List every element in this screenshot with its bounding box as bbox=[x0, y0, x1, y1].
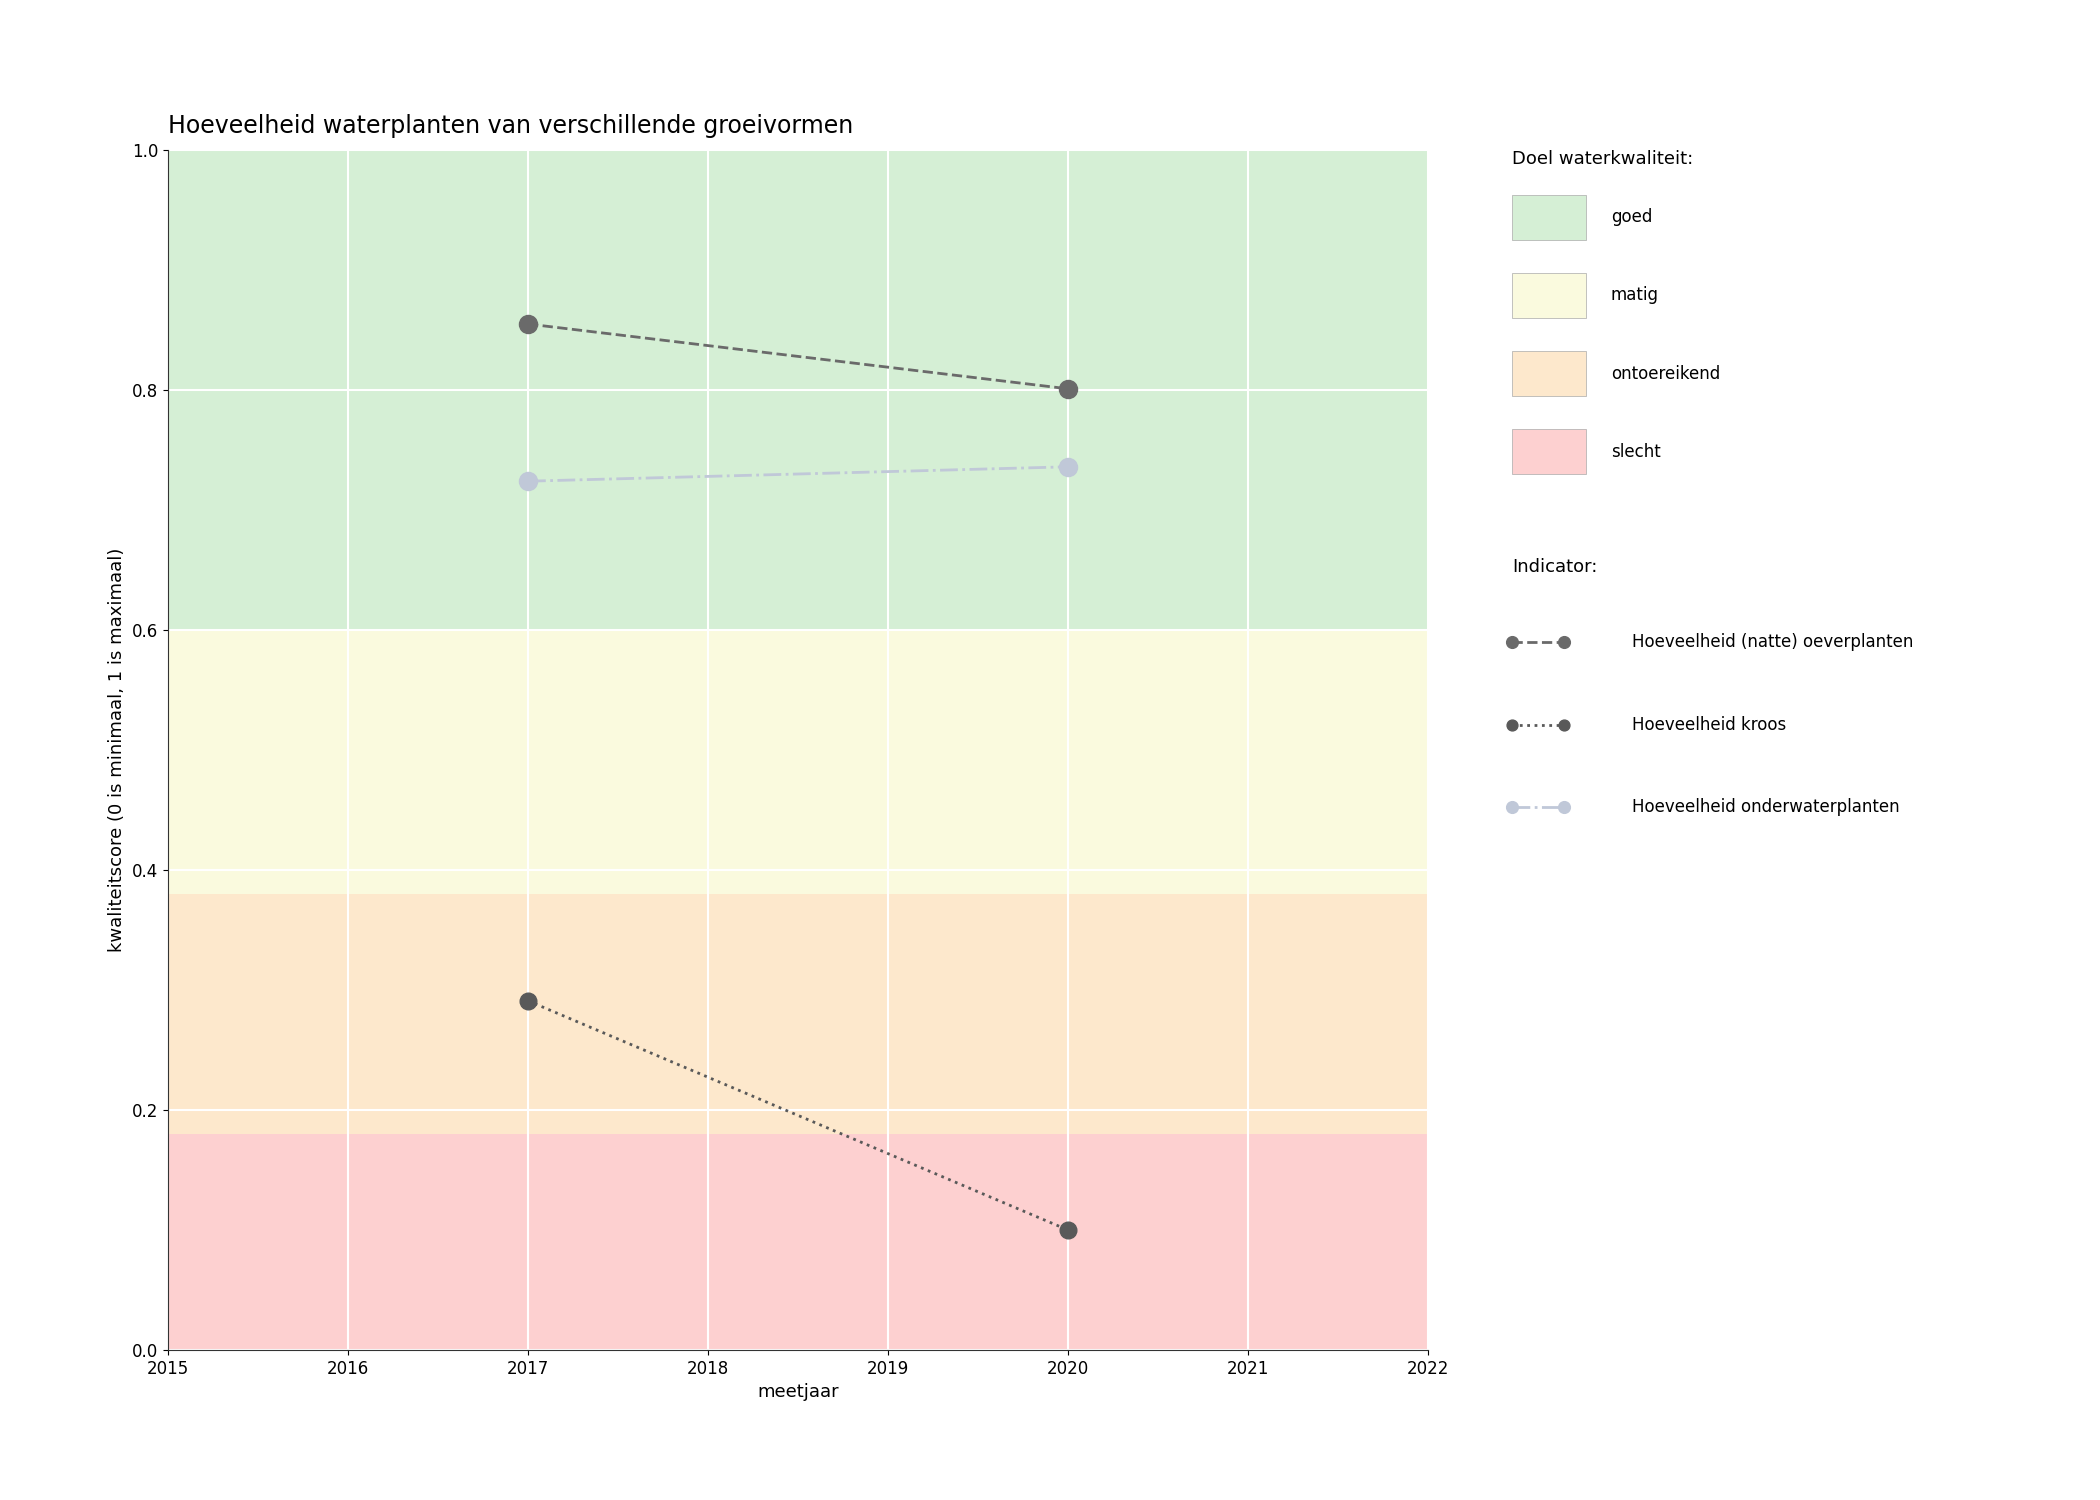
Y-axis label: kwaliteitscore (0 is minimaal, 1 is maximaal): kwaliteitscore (0 is minimaal, 1 is maxi… bbox=[109, 548, 126, 952]
Text: Hoeveelheid (natte) oeverplanten: Hoeveelheid (natte) oeverplanten bbox=[1632, 633, 1913, 651]
Text: Doel waterkwaliteit:: Doel waterkwaliteit: bbox=[1512, 150, 1693, 168]
Bar bbox=[168, 150, 1428, 630]
Text: slecht: slecht bbox=[1611, 442, 1661, 460]
Text: Hoeveelheid onderwaterplanten: Hoeveelheid onderwaterplanten bbox=[1632, 798, 1898, 816]
Text: Hoeveelheid waterplanten van verschillende groeivormen: Hoeveelheid waterplanten van verschillen… bbox=[168, 114, 853, 138]
Bar bbox=[168, 894, 1428, 1134]
Bar bbox=[168, 630, 1428, 894]
Text: Indicator:: Indicator: bbox=[1512, 558, 1598, 576]
Text: matig: matig bbox=[1611, 286, 1659, 304]
Text: Hoeveelheid kroos: Hoeveelheid kroos bbox=[1632, 716, 1785, 734]
Text: goed: goed bbox=[1611, 209, 1653, 226]
Bar bbox=[168, 1134, 1428, 1350]
X-axis label: meetjaar: meetjaar bbox=[758, 1383, 838, 1401]
Text: ontoereikend: ontoereikend bbox=[1611, 364, 1720, 382]
